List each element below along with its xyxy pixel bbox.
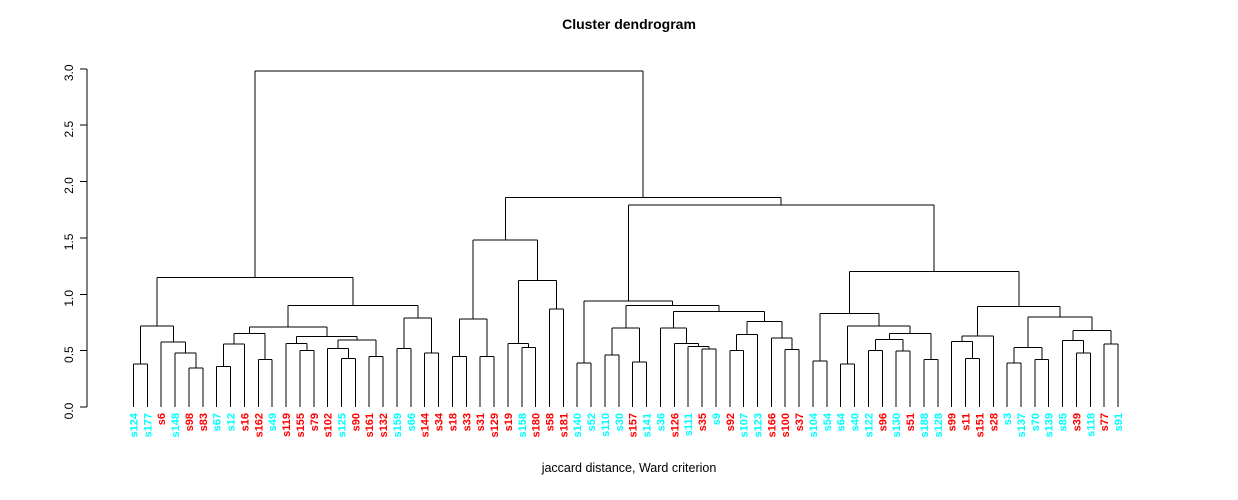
leaf-label: s119 (281, 413, 293, 437)
leaf-label: s19 (503, 413, 515, 431)
leaf-label: s144 (420, 412, 432, 437)
leaf-label: s141 (642, 413, 654, 437)
leaf-label: s58 (545, 413, 557, 431)
leaf-label: s11 (961, 413, 973, 431)
leaf-label: s166 (766, 413, 778, 437)
leaf-label: s110 (600, 413, 612, 437)
y-tick-label: 0.0 (62, 402, 76, 419)
leaf-label: s104 (808, 412, 820, 437)
y-tick-label: 2.0 (62, 177, 76, 194)
leaf-label: s129 (489, 413, 501, 437)
leaf-label: s83 (198, 413, 210, 431)
leaf-label: s90 (350, 413, 362, 431)
leaf-label: s34 (434, 412, 446, 431)
leaf-label: s130 (891, 413, 903, 437)
leaf-label: s64 (836, 412, 848, 431)
y-tick-label: 1.5 (62, 233, 76, 250)
leaf-label: s122 (863, 413, 875, 437)
leaf-label: s180 (531, 413, 543, 437)
leaf-label: s137 (1016, 413, 1028, 437)
y-tick-label: 1.0 (62, 290, 76, 307)
leaf-label: s157 (628, 413, 640, 437)
leaf-label: s9 (711, 413, 723, 425)
leaf-label: s96 (877, 413, 889, 431)
leaf-label: s85 (1058, 413, 1070, 431)
y-tick-label: 0.5 (62, 346, 76, 363)
leaf-label: s49 (267, 413, 279, 431)
chart-title: Cluster dendrogram (562, 16, 696, 32)
leaf-label: s52 (586, 413, 598, 431)
leaf-label: s181 (558, 413, 570, 437)
leaf-label: s159 (392, 413, 404, 437)
leaf-label: s162 (253, 413, 265, 437)
leaf-label: s18 (447, 413, 459, 431)
leaf-label: s6 (156, 413, 168, 425)
leaf-label: s28 (988, 413, 1000, 431)
leaf-label: s188 (919, 413, 931, 437)
leaf-label: s39 (1071, 413, 1083, 431)
leaf-label: s111 (683, 413, 695, 436)
leaf-label: s140 (572, 413, 584, 437)
leaf-label: s123 (753, 413, 765, 437)
leaf-label: s79 (309, 413, 321, 431)
leaf-label: s102 (323, 413, 335, 437)
leaf-label: s155 (295, 413, 307, 437)
leaf-label: s151 (974, 413, 986, 437)
leaf-label: s77 (1099, 413, 1111, 431)
leaf-label: s124 (129, 412, 141, 437)
leaf-label: s92 (725, 413, 737, 431)
leaf-label: s139 (1044, 413, 1056, 437)
leaf-label: s99 (947, 413, 959, 431)
x-axis-caption: jaccard distance, Ward criterion (541, 461, 717, 475)
leaf-label: s51 (905, 413, 917, 431)
leaf-label: s125 (337, 413, 349, 437)
y-tick-label: 2.5 (62, 121, 76, 138)
leaf-label: s100 (780, 413, 792, 437)
leaf-label: s126 (669, 413, 681, 437)
leaf-label: s31 (475, 413, 487, 431)
leaf-label: s33 (461, 413, 473, 431)
leaf-label: s66 (406, 413, 418, 431)
leaf-label: s148 (170, 413, 182, 437)
leaf-label: s12 (226, 413, 238, 431)
y-tick-label: 3.0 (62, 64, 76, 81)
leaf-label: s30 (614, 413, 626, 431)
leaf-label: s91 (1113, 413, 1125, 431)
leaf-label: s128 (933, 413, 945, 437)
leaf-label: s132 (378, 413, 390, 437)
leaf-label: s158 (517, 413, 529, 437)
leaf-label: s40 (850, 413, 862, 431)
leaf-label: s107 (739, 413, 751, 437)
leaf-label: s118 (1085, 413, 1097, 437)
leaf-label: s37 (794, 413, 806, 431)
leaf-label: s98 (184, 413, 196, 431)
leaf-label: s161 (364, 413, 376, 437)
leaf-label: s70 (1030, 413, 1042, 431)
leaf-label: s35 (697, 413, 709, 431)
leaf-label: s177 (142, 413, 154, 437)
leaf-label: s3 (1002, 413, 1014, 425)
leaf-label: s67 (212, 413, 224, 431)
leaf-label: s54 (822, 412, 834, 431)
leaf-label: s36 (655, 413, 667, 431)
leaf-label: s16 (239, 413, 251, 431)
